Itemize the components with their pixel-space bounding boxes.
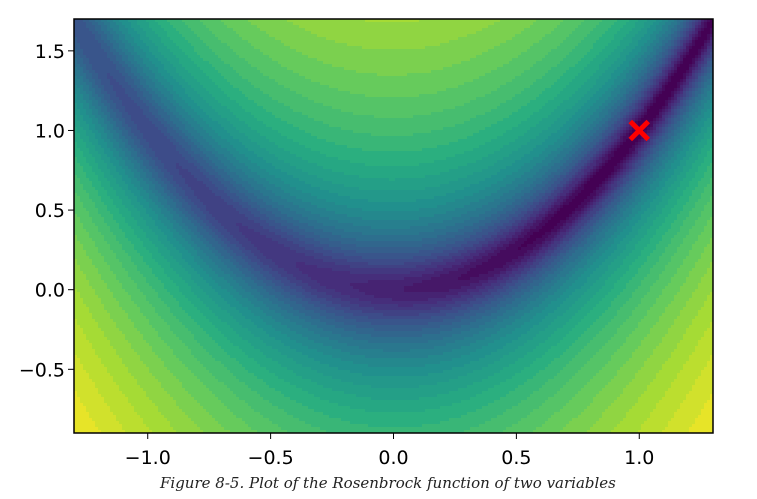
y-tick-label: −0.5: [19, 359, 65, 381]
plot-area: [74, 19, 714, 434]
x-tick-label: −0.5: [248, 447, 294, 469]
y-tick-label: 1.0: [35, 120, 65, 142]
figure-caption: Figure 8-5. Plot of the Rosenbrock funct…: [160, 474, 616, 492]
y-axis: 1.5 1.0 0.5 0.0 −0.5: [19, 41, 74, 381]
y-tick-label: 0.0: [35, 280, 65, 302]
x-tick-label: −1.0: [125, 447, 171, 469]
x-axis: −1.0 −0.5 0.0 0.5 1.0: [125, 433, 655, 469]
y-tick-label: 0.5: [35, 200, 65, 222]
x-tick-label: 1.0: [624, 447, 654, 469]
x-tick-label: 0.0: [378, 447, 408, 469]
y-tick-label: 1.5: [35, 41, 65, 63]
contour-bands: [74, 19, 714, 434]
x-tick-label: 0.5: [501, 447, 531, 469]
